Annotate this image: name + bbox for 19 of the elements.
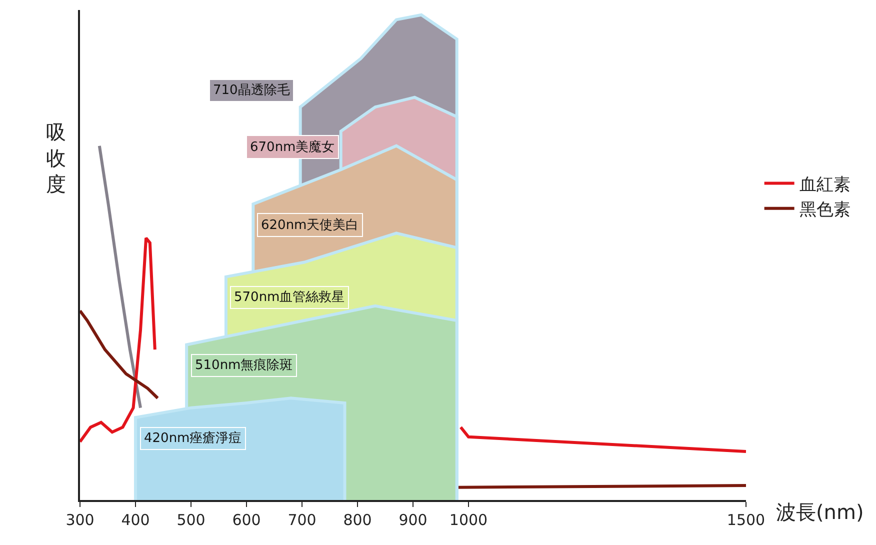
x-tick-label: 300: [66, 511, 94, 529]
x-tick-label: 1000: [449, 511, 488, 529]
x-tick-label: 1500: [726, 511, 766, 529]
series-label: 510nm無痕除斑: [195, 358, 293, 373]
legend-label: 血紅素: [799, 174, 850, 195]
series-label: 670nm美魔女: [250, 139, 335, 155]
x-tick-label: 800: [343, 511, 372, 529]
series-label: 420nm痤瘡淨痘: [144, 431, 242, 446]
x-axis-title: 波長(nm): [776, 500, 864, 524]
series-label: 570nm血管絲救星: [234, 290, 345, 305]
legend-label: 黑色素: [799, 200, 850, 220]
series-label: 710晶透除毛: [213, 83, 290, 98]
series-label: 620nm天使美白: [261, 217, 359, 233]
x-tick-label: 900: [398, 511, 428, 529]
y-axis-title: 吸收度: [46, 120, 66, 196]
x-tick-label: 500: [176, 511, 206, 529]
x-tick-label: 700: [288, 511, 316, 529]
x-tick-label: 600: [232, 511, 261, 529]
x-tick-label: 400: [121, 511, 150, 529]
